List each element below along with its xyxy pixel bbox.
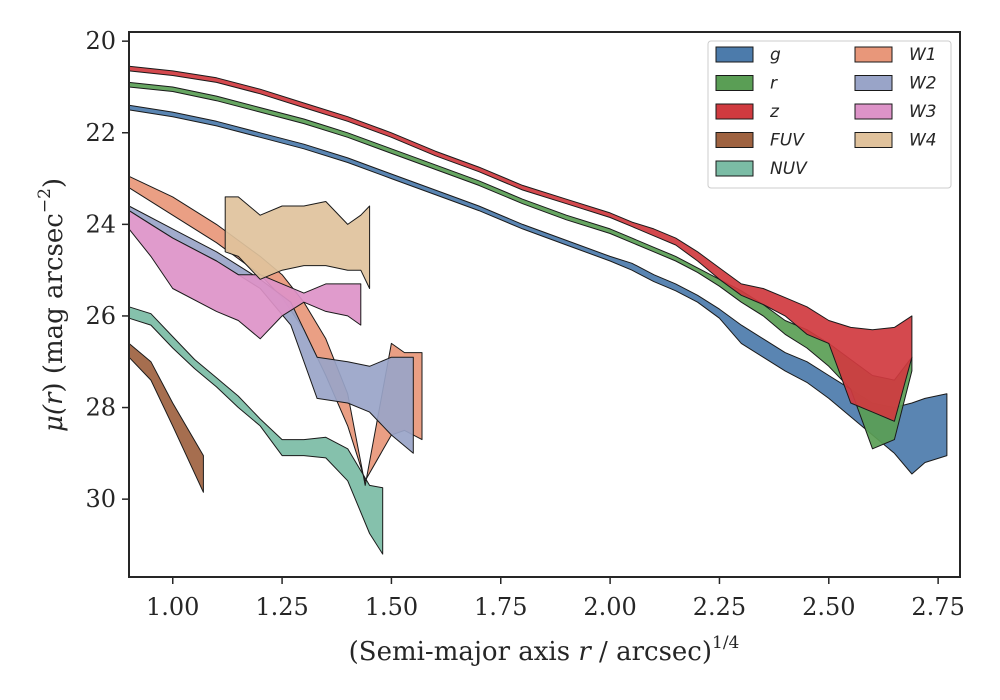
y-tick-label: 20: [85, 27, 116, 55]
legend-swatch-w1: [854, 46, 893, 63]
x-tick-label: 2.50: [802, 593, 855, 621]
data-bands: [128, 65, 948, 555]
x-tick-label: 1.25: [255, 593, 308, 621]
band-w3: [128, 210, 362, 340]
y-tick-label: 30: [85, 485, 116, 513]
x-axis: 1.00 1.25 1.50 1.75 2.00 2.25 2.50 2.75: [146, 577, 965, 621]
y-tick-label: 28: [85, 394, 116, 422]
x-axis-label: (Semi-major axis r / arcsec)1/4: [349, 633, 740, 667]
legend-label-w1: W1: [909, 45, 937, 65]
band-g: [128, 104, 948, 475]
legend: grz FUV NUV W1 W2 W3 W4: [707, 40, 952, 189]
y-axis: 20 22 24 26 28 30: [85, 27, 129, 513]
legend-label-nuv: NUV: [770, 159, 808, 179]
y-tick-label: 24: [85, 210, 116, 238]
x-tick-label: 1.00: [146, 593, 199, 621]
x-tick-label: 1.75: [474, 593, 527, 621]
x-tick-label: 1.50: [365, 593, 418, 621]
legend-swatch-w3: [854, 103, 893, 120]
legend-swatch-w4: [854, 132, 893, 148]
x-tick-label: 2.75: [911, 593, 964, 621]
legend-label-g: g: [770, 45, 781, 65]
legend-swatch-w2: [854, 75, 893, 91]
legend-swatch-nuv: [715, 160, 754, 177]
legend-label-w2: W2: [909, 74, 937, 94]
x-tick-label: 2.25: [693, 593, 746, 621]
legend-label-fuv: FUV: [770, 131, 805, 151]
band-nuv: [128, 306, 384, 555]
x-tick-label: 2.00: [583, 593, 636, 621]
legend-swatch-r: [715, 75, 754, 91]
legend-swatch-g: [715, 46, 754, 63]
legend-label-w3: W3: [909, 102, 937, 122]
plot-frame: [128, 31, 961, 578]
legend-swatch-z: [715, 103, 754, 120]
y-tick-label: 22: [85, 119, 116, 147]
band-z: [128, 65, 913, 422]
band-r: [128, 81, 913, 450]
band-w4: [224, 196, 371, 289]
band-fuv: [128, 342, 204, 493]
y-tick-label: 26: [85, 302, 116, 330]
legend-label-z: z: [769, 102, 780, 122]
legend-label-r: r: [770, 74, 778, 94]
legend-label-w4: W4: [909, 131, 937, 151]
legend-swatch-fuv: [715, 132, 754, 148]
y-axis-label: μ(r) (mag arcsec−2): [35, 178, 69, 432]
